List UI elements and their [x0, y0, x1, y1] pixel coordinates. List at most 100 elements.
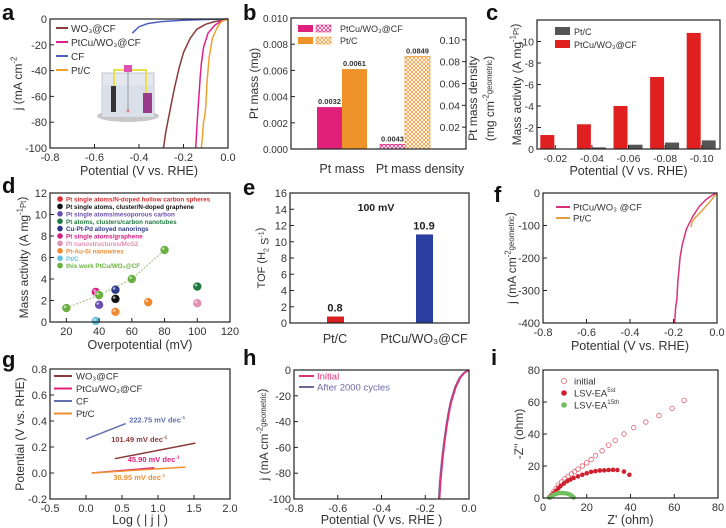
y-axis-label: Mass activity (A mg-1Pt) [508, 24, 524, 146]
y-tick-label: 0.004 [263, 93, 288, 104]
series-line-Pt/C [200, 18, 229, 149]
y-tick-label: -400 [518, 318, 540, 330]
legend-label: initial [574, 377, 596, 388]
point-highlight [93, 289, 96, 292]
legend-marker [57, 203, 63, 210]
y-tick-label: 0 [528, 144, 534, 156]
data-point-filled [558, 483, 563, 489]
series-line-Initial [438, 369, 470, 500]
legend-marker [57, 218, 63, 224]
bar-Pt/C-0 [342, 69, 367, 149]
bar-PtCu/WO3@CF-1 [379, 144, 406, 150]
label-part: 30.95 mV dec [113, 473, 161, 482]
x-tick-label: 120 [221, 326, 239, 338]
label-part: 222.75 mV dec [129, 415, 181, 424]
data-point-filled [571, 475, 576, 481]
label-part: ) [503, 212, 517, 216]
y-tick-label: 0.0 [32, 468, 47, 480]
label-part: 2 [262, 248, 270, 252]
y-tick-label: 16 [275, 188, 287, 200]
data-point-filled [606, 467, 611, 473]
x-tick-label: -0.08 [653, 153, 677, 165]
legend-label: Pt/C [76, 409, 95, 420]
y-tick-label: -8 [525, 58, 534, 70]
y-tick-label: 14 [275, 204, 287, 216]
label-part: initial [574, 377, 596, 388]
legend-label: Pt single atoms/graphene [66, 234, 143, 241]
annotation-100mv: 100 mV [358, 202, 395, 214]
panel-letter-e: e [243, 175, 255, 200]
x-tick-label: -0.04 [580, 153, 604, 165]
x-category-label: PtCu/WO₃@CF [380, 332, 468, 346]
data-point-filled [588, 469, 594, 475]
legend-label: Cu-Pt-Pd alloyed nanorings [66, 226, 149, 233]
label-part: geometric [485, 60, 494, 94]
legend-label: Pt/C [340, 36, 358, 46]
point-highlight [112, 296, 116, 299]
data-point-open [592, 452, 599, 459]
y-tick-label: -300 [518, 286, 540, 298]
bar-PtCu/WO3@CF-0 [317, 107, 342, 149]
y-tick-label: 4 [41, 274, 47, 286]
label-part: -2 [504, 250, 513, 257]
bar-PtCu-WO3-CF [576, 124, 591, 149]
label-part: 5st [607, 387, 616, 394]
point-highlight [194, 300, 198, 304]
legend-marker [561, 390, 567, 396]
tafel-slope-label: 45.90 mV dec-1 [128, 455, 180, 464]
bar-Pt/C-1 [404, 56, 431, 150]
legend-swatch-solid [298, 25, 313, 32]
reference-cap [124, 65, 132, 72]
series-line-Pt/C [690, 192, 718, 228]
y-tick-label: 2 [41, 296, 47, 308]
data-point-filled [561, 481, 567, 486]
data-point-open [575, 466, 581, 472]
legend-marker [57, 240, 63, 247]
label-part: ) [254, 228, 266, 232]
y-tick-label: -40 [31, 66, 47, 78]
label-part: -1 [181, 415, 186, 421]
label-part: (mg cm [483, 101, 497, 141]
data-point [110, 306, 121, 317]
bar-value-label: 0.0061 [343, 59, 366, 68]
y-tick-label: 10 [275, 237, 287, 249]
legend-label: this work PtCu/WO₃@CF [66, 263, 140, 270]
x-category-label: Pt/C [323, 332, 347, 346]
legend-label: PtCu/WO₃@CF [76, 384, 142, 395]
legend-swatch-solid [298, 37, 313, 44]
label-part: -1 [161, 473, 166, 479]
y-tick-label: -80 [275, 468, 291, 480]
label-part: Mass activity (A mg [510, 42, 524, 145]
y-tick-label: -40 [275, 417, 291, 429]
x-axis-label: Potential (V vs. RHE) [80, 164, 198, 178]
bar-Pt-C [665, 142, 680, 149]
y-right-tick-label: 0.04 [440, 100, 461, 112]
x-axis-label: Z' (ohm) [607, 513, 653, 527]
panel-letter-i: i [491, 345, 497, 370]
label-part: -2 [256, 427, 265, 434]
label-part: 101.49 mV dec [111, 435, 163, 444]
data-point [91, 316, 101, 326]
legend-label: WO₃@CF [76, 372, 119, 383]
panel-letter-a: a [2, 0, 15, 25]
y-tick-label: 0 [41, 317, 47, 329]
y-tick-label: 6 [281, 269, 287, 281]
bar-Pt-C [628, 144, 643, 149]
panel-letter-h: h [243, 345, 256, 370]
legend-marker [57, 225, 63, 232]
x-tick-label: -0.6 [577, 327, 596, 339]
data-point [192, 298, 203, 308]
label-part: -1 [163, 434, 168, 440]
counter-electrode [111, 86, 116, 112]
data-point [143, 297, 153, 307]
data-point-filled [610, 467, 616, 473]
y-tick-label: -0.2 [28, 494, 47, 506]
legend-label: PtCu/WO₃@CF [340, 24, 403, 34]
point-highlight [112, 287, 116, 290]
legend-label: Pt single atoms/N-doped hollow carbon sp… [66, 197, 211, 204]
y-tick-label: -200 [518, 253, 540, 265]
x-axis-label: Potential (V vs. RHE) [571, 339, 689, 353]
label-part: -1 [175, 455, 180, 461]
data-point-open [599, 448, 605, 454]
series-line-PtCu/WO3@CF [194, 18, 229, 149]
